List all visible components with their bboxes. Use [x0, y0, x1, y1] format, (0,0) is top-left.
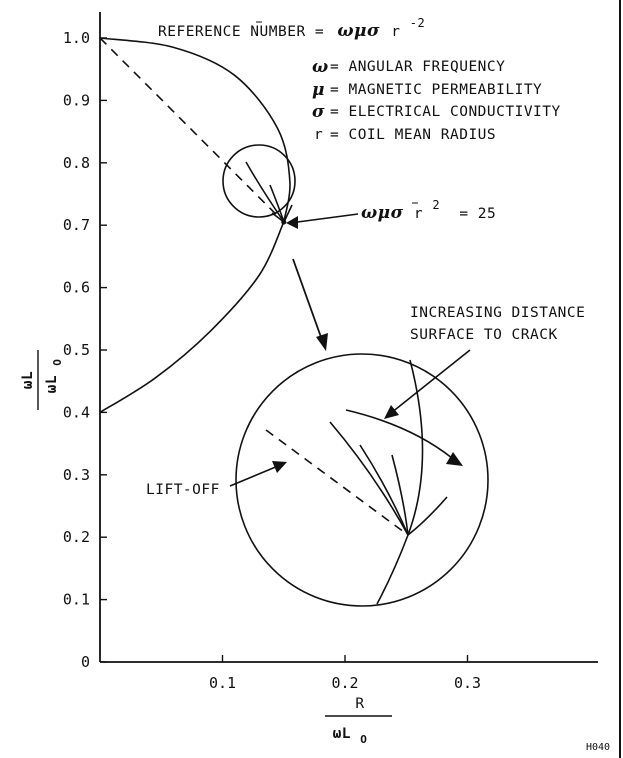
legend-text-omega: = ANGULAR FREQUENCY [330, 59, 505, 75]
x-tick-label: 0.1 [209, 674, 236, 692]
y-tick-label: 0 [81, 653, 90, 671]
point-label: ωμσ r 2 = 25 [361, 197, 496, 223]
y-tick-label: 0.1 [63, 591, 90, 609]
liftoff-arrow [229, 465, 279, 487]
large-crack-curve-4 [407, 496, 448, 536]
y-label-denominator: ωL O [44, 359, 64, 394]
magnify-arrow [292, 258, 323, 341]
legend-text-sigma: = ELECTRICAL CONDUCTIVITY [330, 104, 561, 120]
y-tick-label: 0.6 [63, 279, 90, 297]
point-label-arrowhead [286, 216, 298, 229]
chart-title: REFERENCE NUMBER = ωμσ r -2 [158, 16, 425, 41]
detail-circle-small [222, 144, 296, 218]
legend: ω = ANGULAR FREQUENCY μ = MAGNETIC PERME… [312, 57, 561, 143]
y-tick-label: 0.8 [63, 154, 90, 172]
legend-symbol-r: r [314, 127, 323, 143]
large-locus-curve [376, 359, 424, 605]
point-label-arrow [289, 213, 359, 224]
series-line-impedance-locus-lower [99, 221, 285, 414]
x-ticks: 0.1 0.2 0.3 [209, 655, 481, 692]
crack-label-arrowhead [384, 405, 399, 419]
y-tick-label: 0.3 [63, 466, 90, 484]
x-tick-label: 0.2 [331, 674, 358, 692]
large-crack-curve-3 [391, 454, 409, 536]
crack-label-line2: SURFACE TO CRACK [410, 327, 558, 343]
detail-circle-large [235, 353, 489, 607]
legend-text-mu: = MAGNETIC PERMEABILITY [330, 82, 542, 98]
figure-id: H040 [586, 742, 610, 753]
legend-text-r: = COIL MEAN RADIUS [330, 127, 496, 143]
large-crack-curve-2 [359, 444, 409, 536]
y-tick-label: 1.0 [63, 29, 90, 47]
y-tick-label: 0.7 [63, 216, 90, 234]
y-tick-label: 0.2 [63, 528, 90, 546]
small-liftoff-ticks [271, 204, 293, 223]
crack-label-line1: INCREASING DISTANCE [410, 305, 585, 321]
series-line-impedance-locus-upper [99, 37, 291, 223]
x-tick-label: 0.3 [454, 674, 481, 692]
crack-direction-arrowhead [446, 452, 463, 466]
small-crack-line-1 [245, 161, 285, 223]
large-crack-curve-1 [329, 421, 409, 536]
x-label-numerator: R [355, 696, 364, 712]
series-group [99, 37, 291, 414]
liftoff-arrowhead [272, 461, 287, 473]
legend-symbol-mu: μ [312, 80, 324, 100]
y-tick-label: 0.4 [63, 403, 90, 421]
large-liftoff-dashed [265, 429, 409, 536]
y-tick-label: 0.9 [63, 91, 90, 109]
liftoff-label: LIFT-OFF [146, 482, 220, 498]
x-label-denominator: ωL O [333, 726, 368, 746]
crack-label-arrow [390, 349, 471, 414]
legend-symbol-omega: ω [312, 57, 328, 77]
y-label-numerator: ωL [20, 371, 36, 389]
small-crack-line-2 [269, 184, 285, 223]
magnify-arrowhead [316, 333, 328, 351]
y-ticks: 0 0.1 0.2 0.3 0.4 0.5 0.6 0.7 0.8 0.9 1.0 [63, 29, 107, 671]
series-line-lift-off-dashed [99, 37, 285, 223]
crack-direction-curve [345, 409, 453, 459]
legend-symbol-sigma: σ [312, 102, 325, 122]
y-tick-label: 0.5 [63, 341, 90, 359]
